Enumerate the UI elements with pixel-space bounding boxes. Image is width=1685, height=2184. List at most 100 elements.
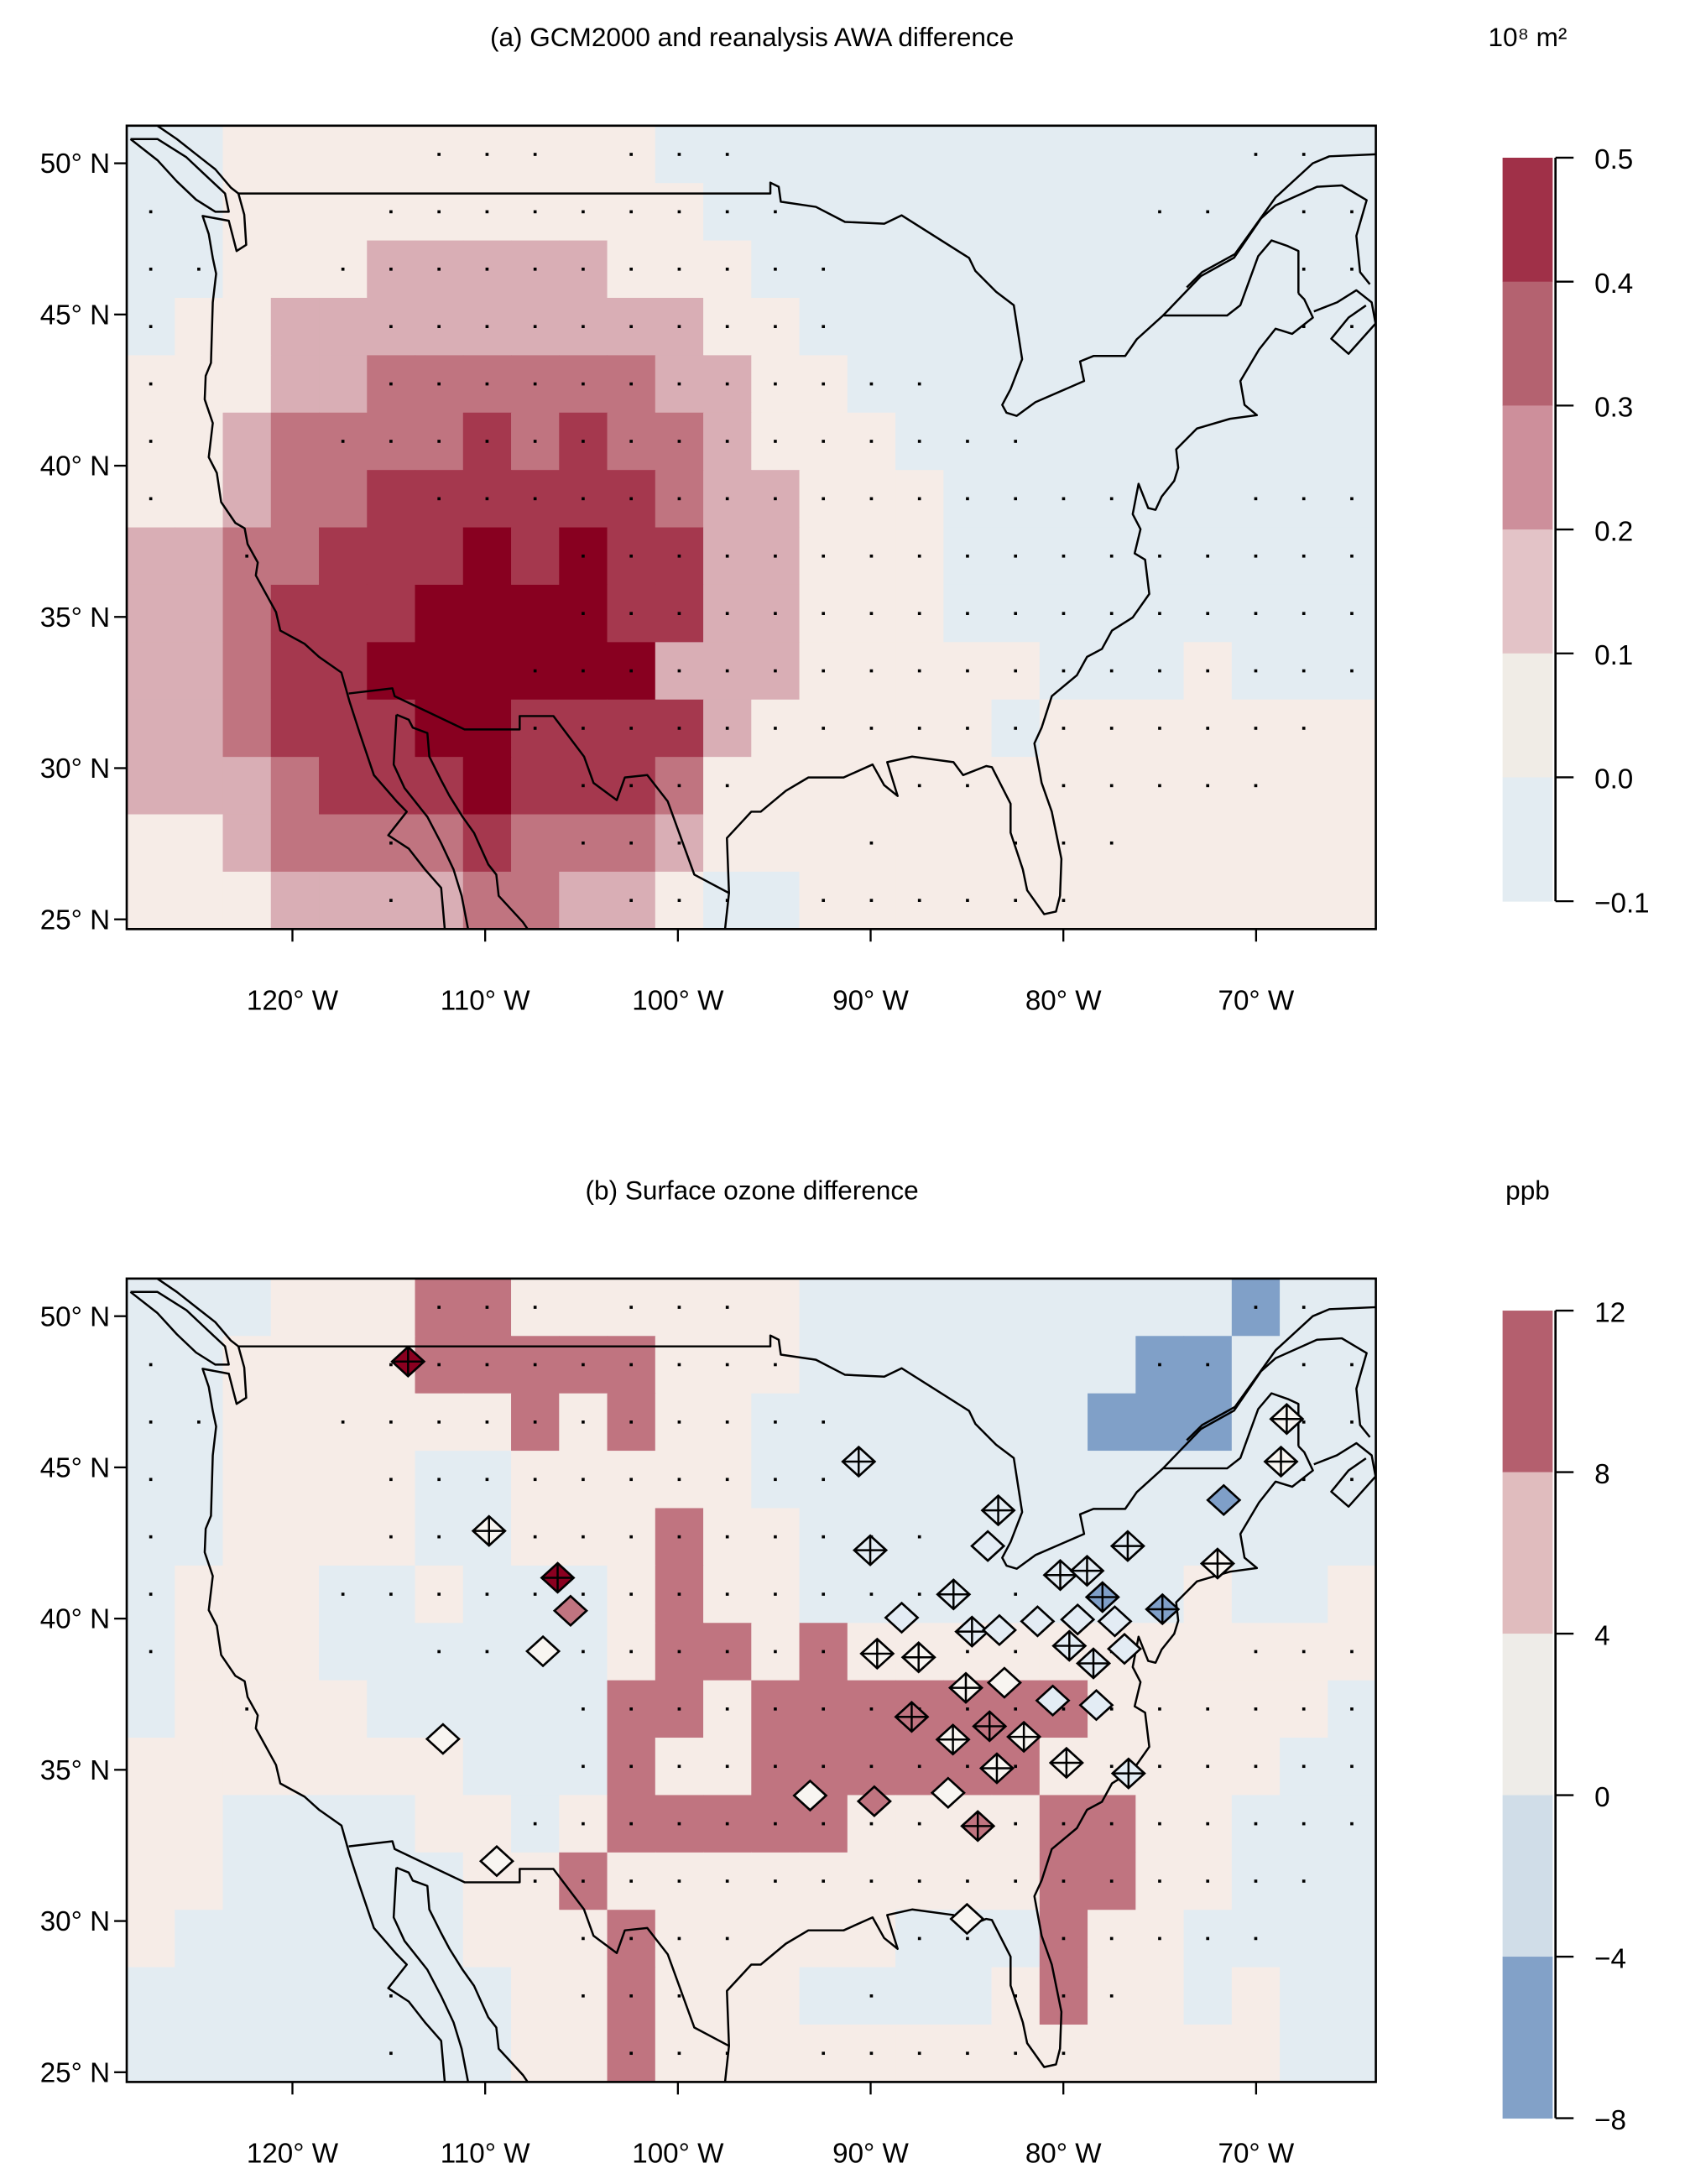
significance-dot bbox=[1062, 554, 1066, 558]
grid-cell bbox=[222, 297, 272, 357]
significance-dot bbox=[774, 267, 777, 271]
significance-dot bbox=[582, 1535, 585, 1539]
grid-cell bbox=[1088, 240, 1136, 299]
significance-dot bbox=[533, 440, 537, 443]
colorbar-tick-label: 12 bbox=[1594, 1297, 1625, 1328]
coastline bbox=[1186, 153, 1376, 289]
significance-dot bbox=[966, 727, 969, 730]
significance-dot bbox=[725, 1879, 729, 1883]
significance-dot bbox=[966, 899, 969, 902]
significance-dot bbox=[1350, 1822, 1354, 1826]
station-marker bbox=[970, 1530, 1006, 1562]
colorbar-tick-label: 0.5 bbox=[1594, 144, 1633, 175]
grid-cell bbox=[270, 1393, 320, 1452]
significance-dot bbox=[629, 554, 633, 558]
significance-dot bbox=[966, 1707, 969, 1711]
significance-dot bbox=[725, 554, 729, 558]
significance-dot bbox=[1014, 554, 1018, 558]
grid-cell bbox=[319, 757, 368, 816]
significance-dot bbox=[1158, 1707, 1161, 1711]
station-marker bbox=[853, 1534, 889, 1566]
grid-cell bbox=[1135, 1451, 1185, 1509]
station-diamond bbox=[1035, 1684, 1071, 1717]
grid-cell bbox=[175, 1451, 224, 1509]
y-tick-label: 35° N bbox=[40, 602, 110, 633]
significance-dot bbox=[437, 267, 441, 271]
significance-dot bbox=[822, 1420, 826, 1424]
significance-dot bbox=[822, 1822, 826, 1826]
grid-cell bbox=[367, 125, 416, 184]
significance-dot bbox=[725, 1363, 729, 1367]
grid-cell bbox=[1231, 297, 1281, 357]
significance-dot bbox=[149, 1650, 153, 1654]
grid-cell bbox=[751, 871, 801, 930]
grid-cell bbox=[319, 871, 368, 930]
significance-dot bbox=[149, 1592, 153, 1596]
grid-cell bbox=[462, 642, 512, 701]
grid-cell bbox=[1183, 1623, 1233, 1681]
grid-cell bbox=[1135, 297, 1185, 357]
significance-dot bbox=[966, 2051, 969, 2056]
significance-dot bbox=[629, 784, 633, 788]
grid-cell bbox=[1328, 412, 1376, 471]
significance-dot bbox=[629, 1994, 633, 1998]
station-marker bbox=[930, 1776, 966, 1809]
significance-dot bbox=[725, 1764, 729, 1769]
significance-dot bbox=[725, 210, 729, 214]
significance-dot bbox=[1014, 440, 1018, 443]
significance-dot bbox=[245, 554, 248, 558]
grid-cell bbox=[991, 757, 1041, 816]
significance-dot bbox=[1350, 1478, 1354, 1482]
colorbar-tick-label: 8 bbox=[1594, 1459, 1609, 1490]
significance-dot bbox=[582, 612, 585, 615]
significance-dot bbox=[677, 1707, 681, 1711]
significance-dot bbox=[917, 1535, 921, 1539]
grid-cell bbox=[222, 1910, 272, 1968]
grid-cell bbox=[175, 470, 224, 529]
significance-dot bbox=[966, 1879, 969, 1883]
significance-dot bbox=[1158, 1363, 1161, 1367]
significance-dot bbox=[917, 727, 921, 730]
grid-cell bbox=[511, 814, 560, 873]
grid-cell bbox=[367, 1623, 416, 1681]
station-diamond bbox=[1206, 1483, 1242, 1517]
grid-cell bbox=[270, 699, 320, 758]
station-marker bbox=[1048, 1746, 1084, 1780]
grid-cell bbox=[1088, 1278, 1136, 1337]
significance-dot bbox=[869, 554, 874, 558]
significance-dot bbox=[917, 1936, 921, 1941]
grid-cell bbox=[559, 2025, 608, 2082]
significance-dot bbox=[1254, 727, 1258, 730]
colorbar-bin bbox=[1502, 281, 1553, 406]
significance-dot bbox=[1109, 1707, 1114, 1711]
significance-dot bbox=[1254, 1306, 1258, 1309]
grid-cell bbox=[319, 1278, 368, 1337]
grid-cell bbox=[559, 1278, 608, 1337]
significance-dot bbox=[533, 1879, 537, 1883]
significance-dot bbox=[966, 1764, 969, 1769]
coastline bbox=[392, 1867, 470, 2082]
grid-cell bbox=[319, 1738, 368, 1796]
significance-dot bbox=[822, 899, 826, 902]
grid-cell bbox=[222, 240, 272, 299]
grid-cell bbox=[895, 1336, 944, 1394]
significance-dot bbox=[1302, 1650, 1306, 1654]
significance-dot bbox=[917, 899, 921, 902]
significance-dot bbox=[1158, 1936, 1161, 1941]
significance-dot bbox=[1254, 1707, 1258, 1711]
x-tick-label: 110° W bbox=[441, 2139, 530, 2170]
station-marker bbox=[1106, 1632, 1143, 1665]
significance-dot bbox=[677, 1363, 681, 1367]
significance-dot bbox=[533, 1822, 537, 1826]
grid-cell bbox=[175, 355, 224, 414]
significance-dot bbox=[629, 841, 633, 845]
significance-dot bbox=[1350, 497, 1354, 501]
significance-dot bbox=[1302, 497, 1306, 501]
significance-dot bbox=[1350, 1764, 1354, 1769]
significance-dot bbox=[677, 841, 681, 845]
grid-cell bbox=[847, 240, 896, 299]
panel-title: (a) GCM2000 and reanalysis AWA differenc… bbox=[490, 22, 1014, 52]
significance-dot bbox=[1206, 210, 1210, 214]
y-tick-label: 45° N bbox=[40, 300, 110, 331]
significance-dot bbox=[677, 382, 681, 386]
